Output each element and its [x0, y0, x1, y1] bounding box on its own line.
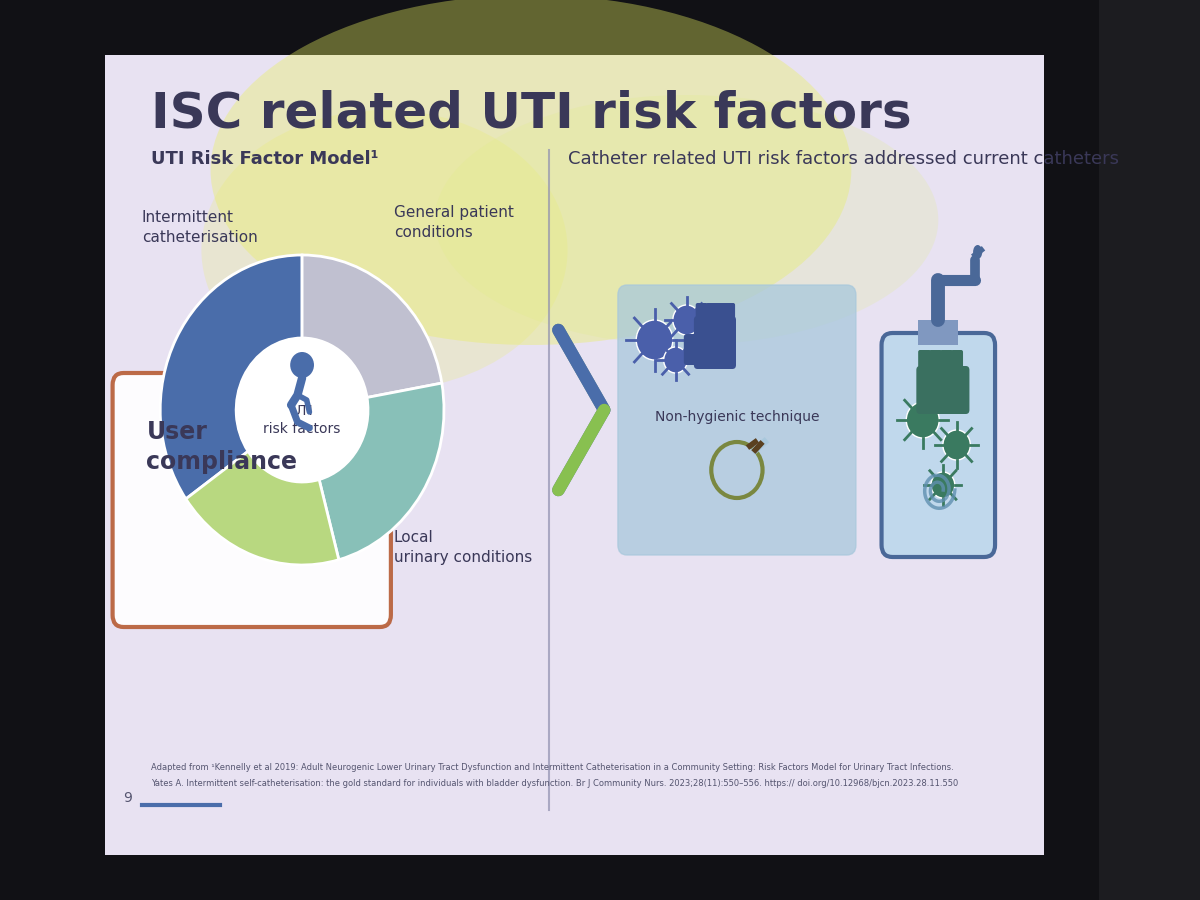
Text: Non-hygienic technique: Non-hygienic technique [655, 410, 820, 424]
Wedge shape [160, 255, 302, 499]
Bar [0, 0, 1098, 55]
Circle shape [943, 430, 971, 460]
Ellipse shape [434, 95, 938, 345]
Bar [1044, 0, 1098, 900]
Wedge shape [302, 255, 442, 398]
FancyBboxPatch shape [952, 350, 964, 374]
Text: Adapted from ¹Kennelly et al 2019: Adult Neurogenic Lower Urinary Tract Dysfunct: Adapted from ¹Kennelly et al 2019: Adult… [151, 763, 954, 772]
Circle shape [664, 347, 688, 373]
Text: UTI
risk factors: UTI risk factors [264, 404, 341, 436]
Bar [106, 55, 1044, 855]
Ellipse shape [210, 0, 851, 345]
Bar [918, 320, 959, 345]
Text: UTI Risk Factor Model¹: UTI Risk Factor Model¹ [151, 150, 378, 168]
Wedge shape [319, 383, 444, 560]
Text: 9: 9 [124, 791, 132, 805]
Wedge shape [186, 451, 338, 565]
Circle shape [673, 305, 701, 335]
FancyBboxPatch shape [929, 350, 942, 374]
Text: Catheter related UTI risk factors addressed current catheters: Catheter related UTI risk factors addres… [568, 150, 1118, 168]
FancyBboxPatch shape [917, 366, 970, 414]
Circle shape [236, 338, 368, 482]
Text: User
compliance: User compliance [146, 420, 298, 473]
Circle shape [906, 402, 940, 438]
FancyBboxPatch shape [684, 334, 702, 365]
FancyBboxPatch shape [113, 373, 391, 627]
Ellipse shape [973, 245, 983, 259]
FancyBboxPatch shape [706, 303, 718, 329]
FancyBboxPatch shape [724, 303, 736, 329]
FancyBboxPatch shape [618, 285, 856, 555]
FancyBboxPatch shape [882, 333, 995, 557]
FancyBboxPatch shape [694, 316, 736, 369]
Circle shape [931, 472, 955, 498]
FancyBboxPatch shape [918, 350, 931, 374]
Text: ISC related UTI risk factors: ISC related UTI risk factors [151, 90, 912, 138]
Text: Local
urinary conditions: Local urinary conditions [394, 530, 532, 565]
Ellipse shape [202, 110, 568, 390]
FancyBboxPatch shape [715, 303, 727, 329]
Text: Intermittent
catheterisation: Intermittent catheterisation [142, 210, 258, 245]
Bar [0, 0, 106, 900]
Text: Yates A. Intermittent self-catheterisation: the gold standard for individuals wi: Yates A. Intermittent self-catheterisati… [151, 779, 959, 788]
FancyBboxPatch shape [696, 303, 708, 329]
Circle shape [636, 320, 673, 360]
Circle shape [290, 352, 314, 378]
FancyBboxPatch shape [940, 350, 953, 374]
Bar [0, 855, 1098, 900]
Text: General patient
conditions: General patient conditions [394, 205, 514, 239]
